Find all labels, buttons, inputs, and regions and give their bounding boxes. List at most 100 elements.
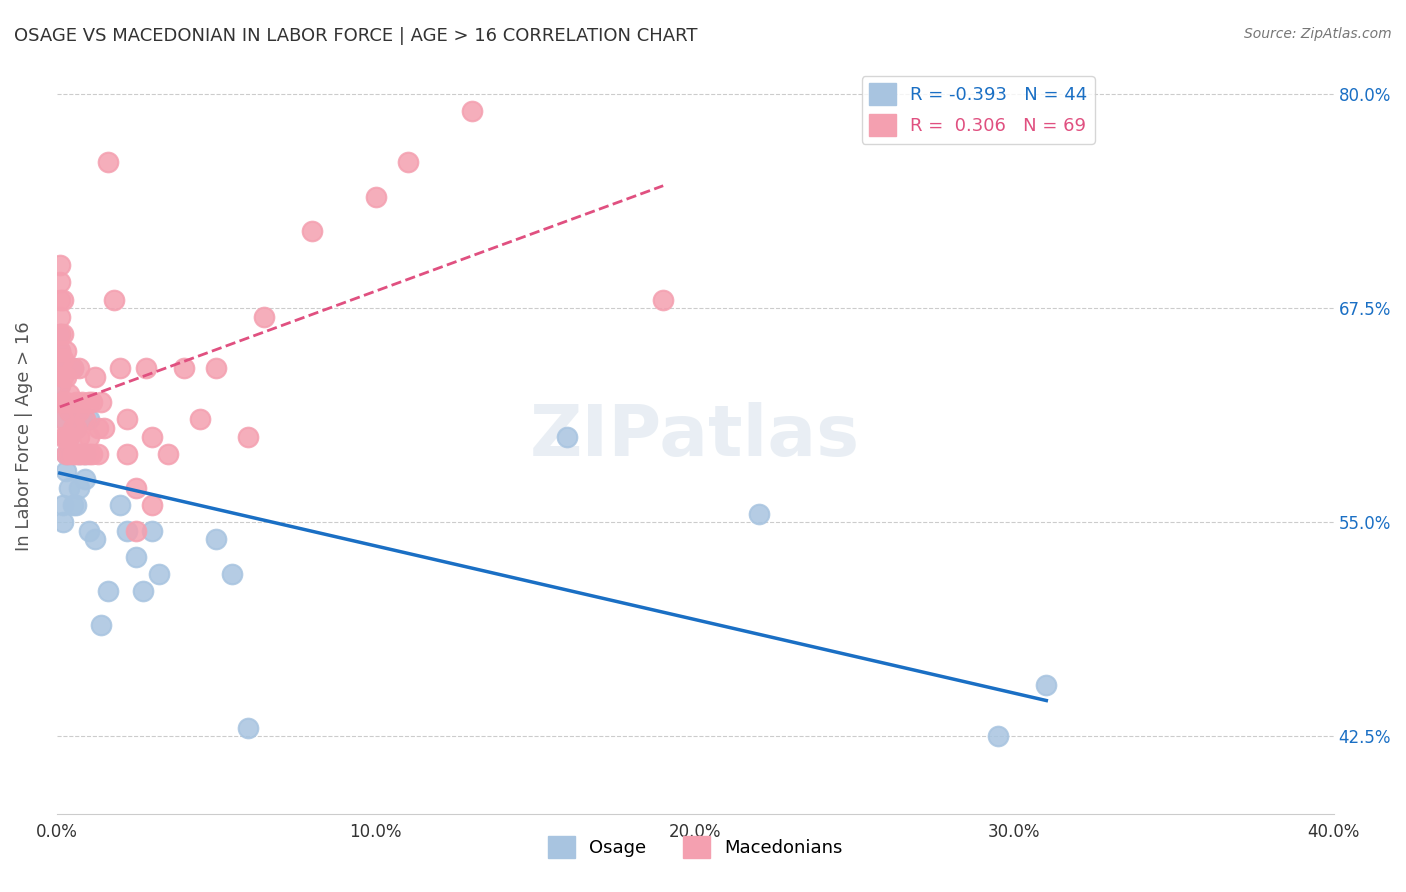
Point [75,412,97,426]
Point [84,533,107,547]
Y-axis label: In Labor Force | Age > 16: In Labor Force | Age > 16 [15,322,32,551]
Text: ZIPatlas: ZIPatlas [530,402,860,471]
Point [748,507,770,521]
Point [77,412,100,426]
Point [205,533,228,547]
Point [55,429,77,443]
Point [49,395,72,409]
Point [167,858,190,872]
Point [65,395,87,409]
Point [396,155,419,169]
Point [49,276,72,290]
Point [62,361,84,376]
Point [93,421,115,435]
Point [188,412,211,426]
Point [55,464,77,478]
Point [652,293,675,307]
Point [125,549,148,564]
Point [364,190,387,204]
Point [301,224,323,238]
Point [52,429,75,443]
Point [52,412,75,426]
Point [221,566,243,581]
Point [75,447,97,461]
Point [67,481,90,495]
Point [49,326,72,341]
Point [75,472,97,486]
Point [49,326,72,341]
Point [115,524,138,538]
Point [84,369,107,384]
Point [49,310,72,324]
Point [460,103,482,118]
Point [90,395,112,409]
Point [141,498,163,512]
Point [77,429,100,443]
Point [115,412,138,426]
Point [987,730,1010,744]
Point [49,361,72,376]
Point [97,583,120,598]
Point [77,524,100,538]
Point [125,481,148,495]
Point [55,361,77,376]
Point [55,369,77,384]
Point [58,447,80,461]
Text: Source: ZipAtlas.com: Source: ZipAtlas.com [1244,27,1392,41]
Point [141,429,163,443]
Point [55,429,77,443]
Point [110,361,132,376]
Point [173,361,195,376]
Point [55,343,77,358]
Point [1035,678,1057,692]
Point [80,447,103,461]
Point [65,421,87,435]
Point [52,361,75,376]
Point [52,293,75,307]
Point [80,395,103,409]
Point [238,429,260,443]
Point [58,386,80,401]
Point [62,421,84,435]
Point [238,721,260,735]
Point [67,447,90,461]
Point [97,155,120,169]
Point [75,447,97,461]
Point [103,293,125,307]
Point [62,361,84,376]
Point [157,447,180,461]
Point [55,447,77,461]
Point [557,429,579,443]
Point [77,395,100,409]
Point [65,498,87,512]
Point [110,498,132,512]
Point [115,447,138,461]
Point [65,421,87,435]
Point [55,395,77,409]
Point [132,583,155,598]
Point [49,361,72,376]
Point [148,566,170,581]
Point [58,481,80,495]
Point [141,524,163,538]
Point [87,447,110,461]
Point [67,404,90,418]
Point [58,429,80,443]
Point [205,361,228,376]
Point [65,447,87,461]
Point [49,343,72,358]
Point [62,498,84,512]
Point [58,429,80,443]
Text: OSAGE VS MACEDONIAN IN LABOR FORCE | AGE > 16 CORRELATION CHART: OSAGE VS MACEDONIAN IN LABOR FORCE | AGE… [14,27,697,45]
Legend: R = -0.393   N = 44, R =  0.306   N = 69: R = -0.393 N = 44, R = 0.306 N = 69 [862,76,1095,144]
Point [87,421,110,435]
Point [253,310,276,324]
Point [55,447,77,461]
Point [52,326,75,341]
Point [52,352,75,367]
Point [58,404,80,418]
Point [70,412,93,426]
Point [62,447,84,461]
Point [52,369,75,384]
Point [67,361,90,376]
